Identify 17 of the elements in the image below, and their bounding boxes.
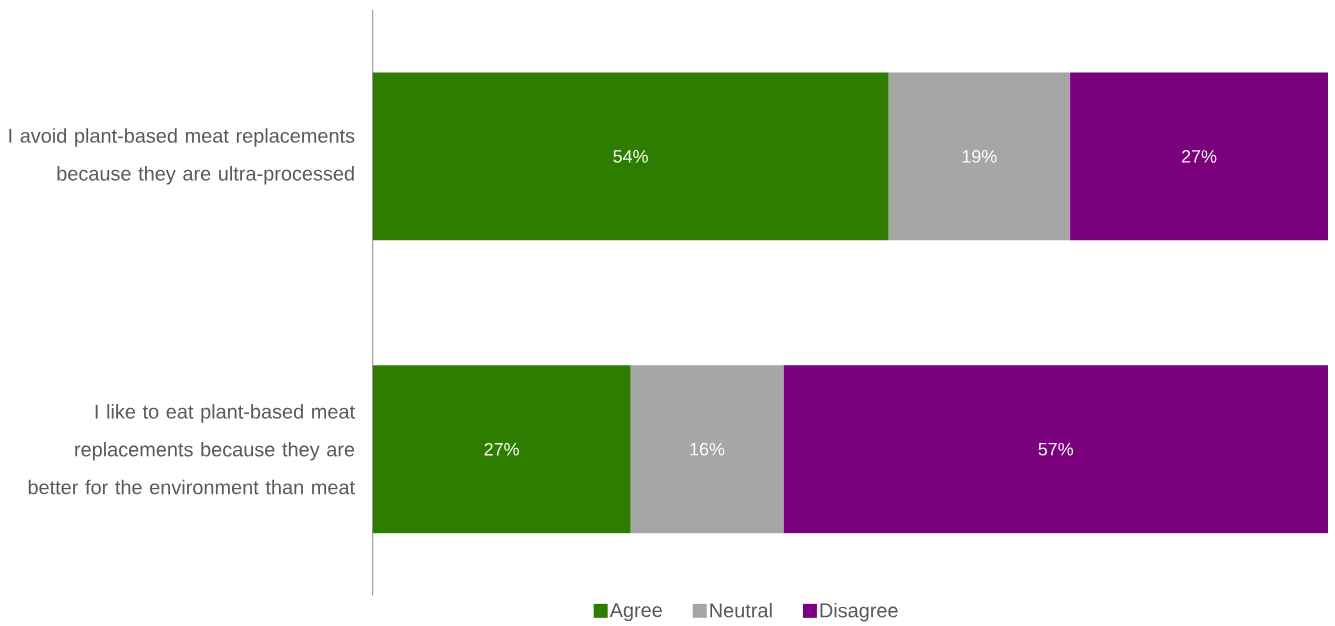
data-label: 27% [484,443,519,456]
legend-label: Agree [609,603,662,622]
legend-label: Disagree [820,603,898,622]
y-tick-label: I like to eat plant-based meat replacements because they are better for the environment than meat [28,404,355,495]
data-label: 57% [1038,443,1074,456]
bar [372,365,631,534]
bar [630,365,784,534]
y-tick-label: I avoid plant-based meat replacements because they are ultra-processed [9,128,355,185]
data-label: 27% [1182,150,1217,163]
data-label: 54% [613,150,648,163]
bar [1070,72,1329,241]
data-label: 16% [690,443,725,456]
legend-label: Neutral [710,603,772,618]
bar [783,365,1329,534]
bar [372,72,889,241]
bar [888,72,1071,241]
data-label: 19% [962,150,997,163]
